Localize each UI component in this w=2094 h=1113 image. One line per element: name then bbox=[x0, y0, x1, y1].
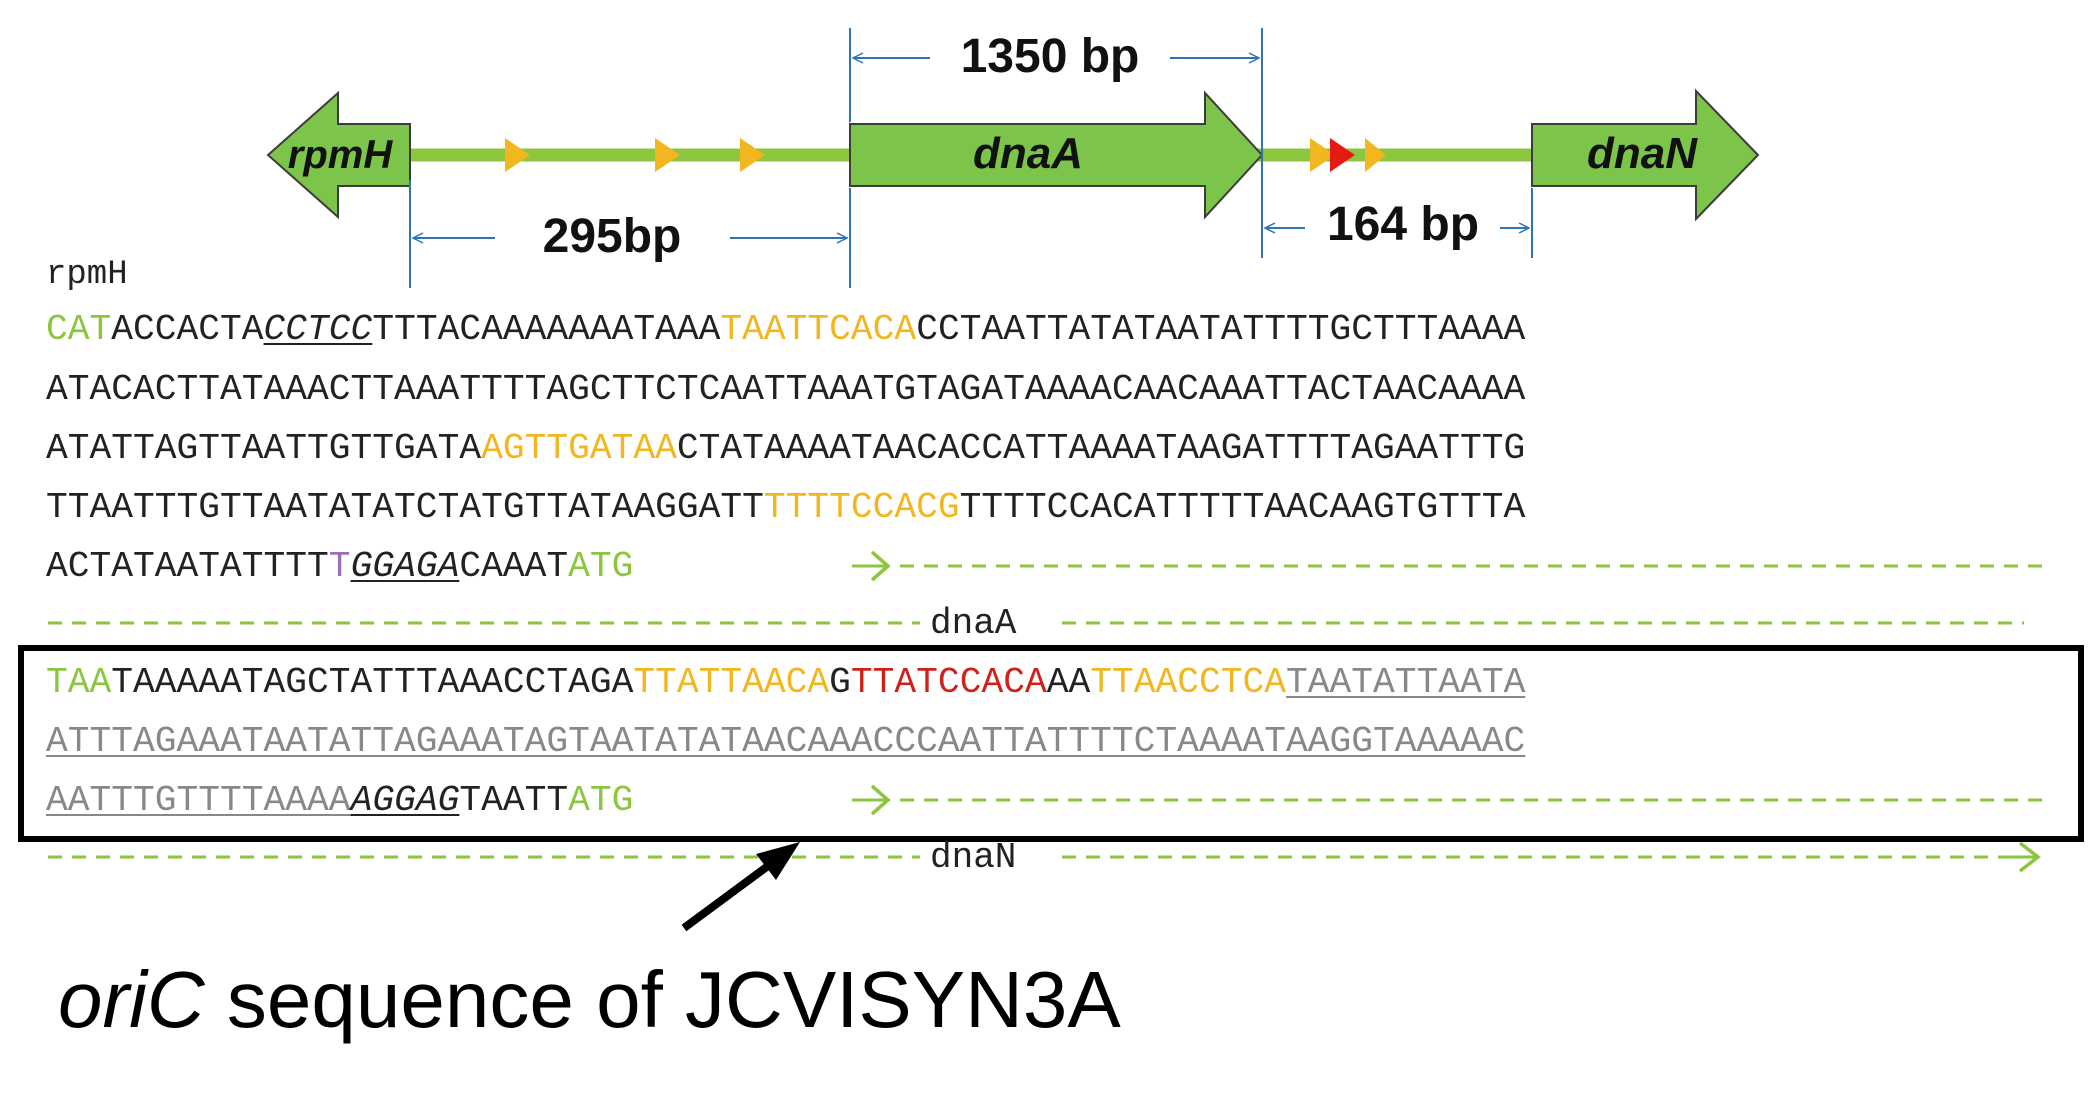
sequence-segment: ACCACTA bbox=[111, 309, 264, 350]
sequence-segment: ATG bbox=[568, 780, 634, 821]
sequence-segment: TTTACAAAAAAATAAA bbox=[372, 309, 721, 350]
dnaa-box-marker bbox=[505, 138, 530, 172]
sequence-segment: G bbox=[829, 662, 851, 703]
gene-map: rpmH dnaA dnaN 295bp 1350 bp bbox=[266, 28, 1760, 288]
sequence-segment: CAT bbox=[46, 309, 112, 350]
caption-italic-part: oriC bbox=[58, 955, 205, 1044]
sequence-segment: CCTAATTATATAATATTTTGCTTTAAAA bbox=[916, 309, 1526, 350]
dimension-extension-lines bbox=[409, 28, 1533, 288]
sequence-line: ATATTAGTTAATTGTTGATAAGTTGATAACTATAAAATAA… bbox=[46, 429, 1525, 469]
sequence-segment: T bbox=[328, 546, 351, 587]
dnaa-box-marker bbox=[740, 138, 765, 172]
gene-rpmh: rpmH bbox=[266, 90, 411, 220]
sequence-segment: TAA bbox=[46, 662, 112, 703]
sequence-segment: CTATAAAATAACACCATTAAAATAAGATTTTAGAATTTG bbox=[676, 428, 1526, 469]
dnaa-orf-label: dnaA bbox=[930, 603, 1017, 644]
gene-dnaa: dnaA bbox=[849, 90, 1264, 220]
sequence-segment: AGGAG bbox=[350, 780, 460, 821]
sequence-segment: TTTTCCACG bbox=[763, 487, 960, 528]
sequence-line: ATTTAGAAATAATATTAGAAATAGTAATATATAACAAACC… bbox=[46, 722, 1525, 762]
sequence-segment: TAAAAATAGCTATTTAAACCTAGA bbox=[111, 662, 634, 703]
sequence-line: ACTATAATATTTTTGGAGACAAATATG bbox=[46, 547, 633, 587]
sequence-segment: GGAGA bbox=[350, 546, 460, 587]
sequence-segment: AA bbox=[1046, 662, 1091, 703]
sequence-segment: TAATTCACA bbox=[720, 309, 917, 350]
dimension-label-1350bp: 1350 bp bbox=[961, 30, 1140, 83]
gene-dnan: dnaN bbox=[1531, 88, 1760, 222]
sequence-segment: ATACACTTATAAACTTAAATTTTAGCTTCTCAATTAAATG… bbox=[46, 369, 1526, 410]
sequence-segment: ATG bbox=[568, 546, 634, 587]
sequence-segment: TTATCCACA bbox=[850, 662, 1047, 703]
sequence-segment: ATATTAGTTAATTGTTGATA bbox=[46, 428, 482, 469]
sequence-segment: TTTTCCACATTTTTAACAAGTGTTTA bbox=[959, 487, 1526, 528]
dnaa-box-marker bbox=[1310, 138, 1335, 172]
dnaa-box-marker bbox=[1365, 138, 1386, 172]
sequence-segment: AGTTGATAA bbox=[481, 428, 677, 469]
sequence-line: TAATAAAAATAGCTATTTAAACCTAGATTATTAACAGTTA… bbox=[46, 663, 1525, 703]
gene-rpmh-label: rpmH bbox=[288, 133, 394, 177]
sequence-segment: TTAATTTGTTAATATATCTATGTTATAAGGATT bbox=[46, 487, 764, 528]
dimension-label-164bp: 164 bp bbox=[1327, 198, 1479, 251]
gene-dnaa-label: dnaA bbox=[973, 129, 1083, 178]
sequence-segment: AATTTGTTTTAAAA bbox=[46, 780, 351, 821]
sequence-line: ATACACTTATAAACTTAAATTTTAGCTTCTCAATTAAATG… bbox=[46, 370, 1525, 410]
dnaa-box-marker-perfect bbox=[1330, 138, 1355, 172]
sequence-segment: CCTCC bbox=[263, 309, 373, 350]
sequence-line: CATACCACTACCTCCTTTACAAAAAAATAAATAATTCACA… bbox=[46, 310, 1525, 350]
figure-caption: oriC sequence of JCVISYN3A bbox=[58, 955, 1121, 1045]
sequence-line: TTAATTTGTTAATATATCTATGTTATAAGGATTTTTTCCA… bbox=[46, 488, 1525, 528]
sequence-segment: CAAAT bbox=[459, 546, 569, 587]
sequence-start-label: rpmH bbox=[46, 256, 128, 294]
dnan-orf-label: dnaN bbox=[930, 837, 1017, 878]
dnaa-box-markers bbox=[505, 138, 1386, 172]
dimension-label-295bp: 295bp bbox=[543, 210, 682, 263]
sequence-segment: TTATTAACA bbox=[633, 662, 830, 703]
oric-box bbox=[18, 645, 2084, 842]
sequence-segment: TTAACCTCA bbox=[1090, 662, 1287, 703]
sequence-segment: ACTATAATATTTT bbox=[46, 546, 329, 587]
dnaa-box-marker bbox=[655, 138, 680, 172]
dimension-arrows bbox=[413, 58, 1529, 238]
sequence-line: AATTTGTTTTAAAAAGGAGTAATTATG bbox=[46, 781, 633, 821]
caption-text: sequence of JCVISYN3A bbox=[204, 955, 1121, 1044]
gene-dnan-label: dnaN bbox=[1587, 129, 1698, 178]
sequence-segment: TAATATTAATA bbox=[1286, 662, 1526, 703]
sequence-segment: TAATT bbox=[459, 780, 569, 821]
sequence-segment: ATTTAGAAATAATATTAGAAATAGTAATATATAACAAACC… bbox=[46, 721, 1526, 762]
